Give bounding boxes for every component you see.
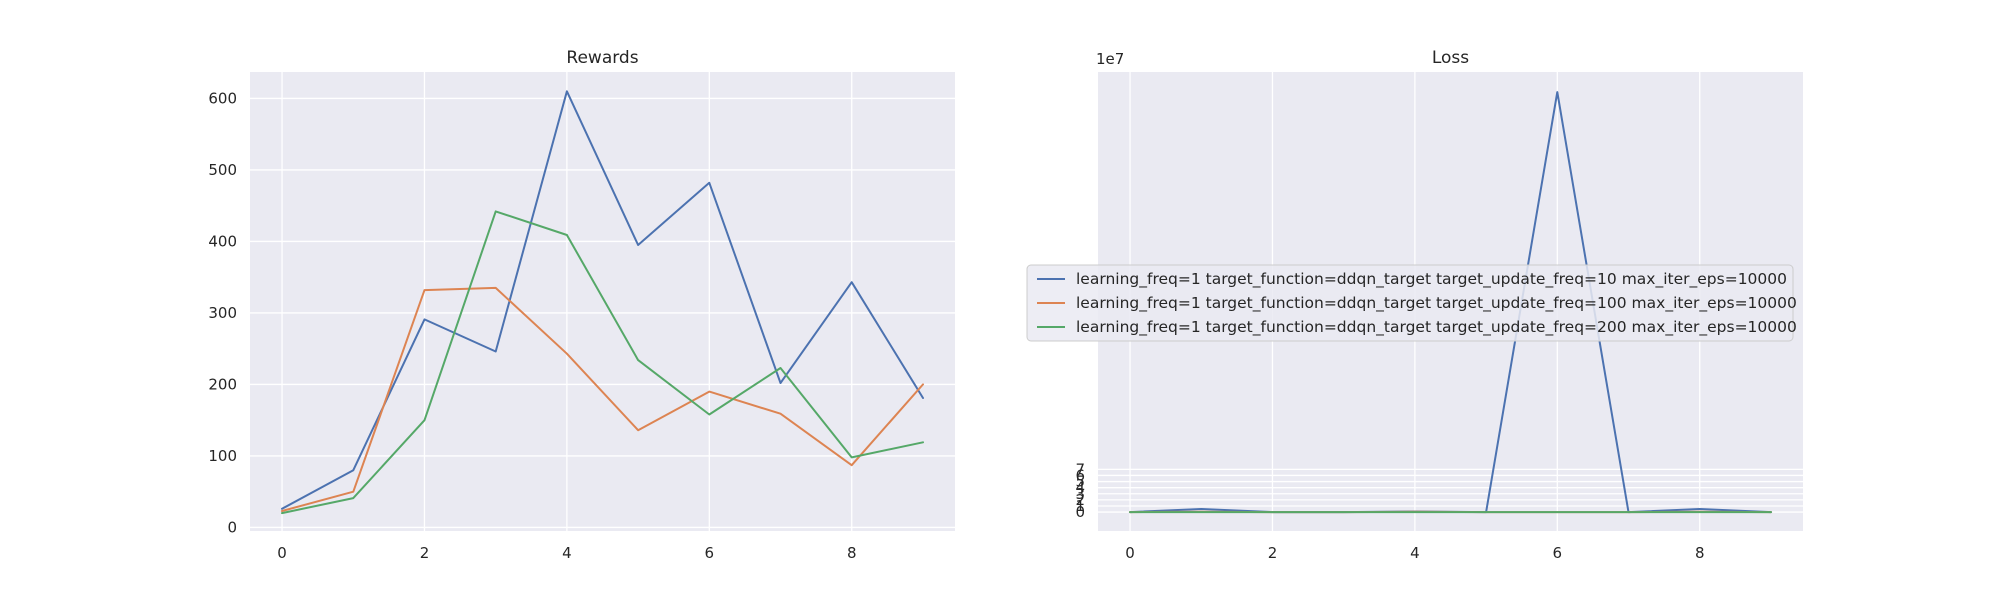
loss-x-tick-label: 6	[1553, 544, 1563, 562]
loss-x-tick-label: 8	[1695, 544, 1705, 562]
rewards-x-tick-label: 2	[420, 544, 430, 562]
rewards-plot-area	[250, 72, 955, 531]
loss-y-tick-label: 7	[1075, 460, 1085, 478]
loss-y-offset-label: 1e7	[1096, 50, 1124, 68]
loss-y-tick-label: 5	[1075, 473, 1085, 491]
rewards-y-tick-label: 500	[208, 161, 237, 179]
legend: learning_freq=1 target_function=ddqn_tar…	[1026, 264, 1797, 342]
rewards-x-tick-label: 0	[277, 544, 287, 562]
loss-y-tick-label: 3	[1075, 485, 1085, 503]
loss-y-tick-label: 1	[1075, 497, 1085, 515]
rewards-chart: 0 2 4 6 8 0 100 200 300 400 500 600 Rewards	[208, 48, 955, 562]
loss-x-tick-label: 4	[1410, 544, 1420, 562]
loss-x-tick-label: 0	[1125, 544, 1135, 562]
rewards-series-line-2	[281, 286, 924, 512]
legend-box	[1026, 264, 1794, 342]
rewards-x-tick-label: 8	[847, 544, 857, 562]
legend-label-3: learning_freq=1 target_function=ddqn_tar…	[1076, 318, 1797, 337]
rewards-y-tick-label: 600	[208, 89, 237, 107]
loss-y-tick-label: 4	[1075, 479, 1085, 497]
legend-label-2: learning_freq=1 target_function=ddqn_tar…	[1076, 294, 1797, 313]
rewards-series-line-3	[281, 210, 924, 515]
rewards-y-tick-label: 400	[208, 232, 237, 250]
rewards-y-tick-label: 100	[208, 447, 237, 465]
loss-y-tick-label: 6	[1075, 466, 1085, 484]
rewards-x-tick-label: 6	[705, 544, 715, 562]
rewards-y-tick-label: 300	[208, 304, 237, 322]
rewards-y-tick-label: 0	[227, 518, 237, 536]
rewards-chart-title: Rewards	[566, 48, 638, 68]
loss-y-tick-label: 0	[1075, 503, 1085, 521]
rewards-series-line-1	[281, 90, 924, 510]
loss-x-tick-label: 2	[1268, 544, 1278, 562]
legend-label-1: learning_freq=1 target_function=ddqn_tar…	[1076, 270, 1787, 289]
loss-chart-title: Loss	[1432, 48, 1469, 68]
rewards-y-tick-label: 200	[208, 375, 237, 393]
loss-y-tick-label: 2	[1075, 491, 1085, 509]
rewards-x-tick-label: 4	[562, 544, 572, 562]
